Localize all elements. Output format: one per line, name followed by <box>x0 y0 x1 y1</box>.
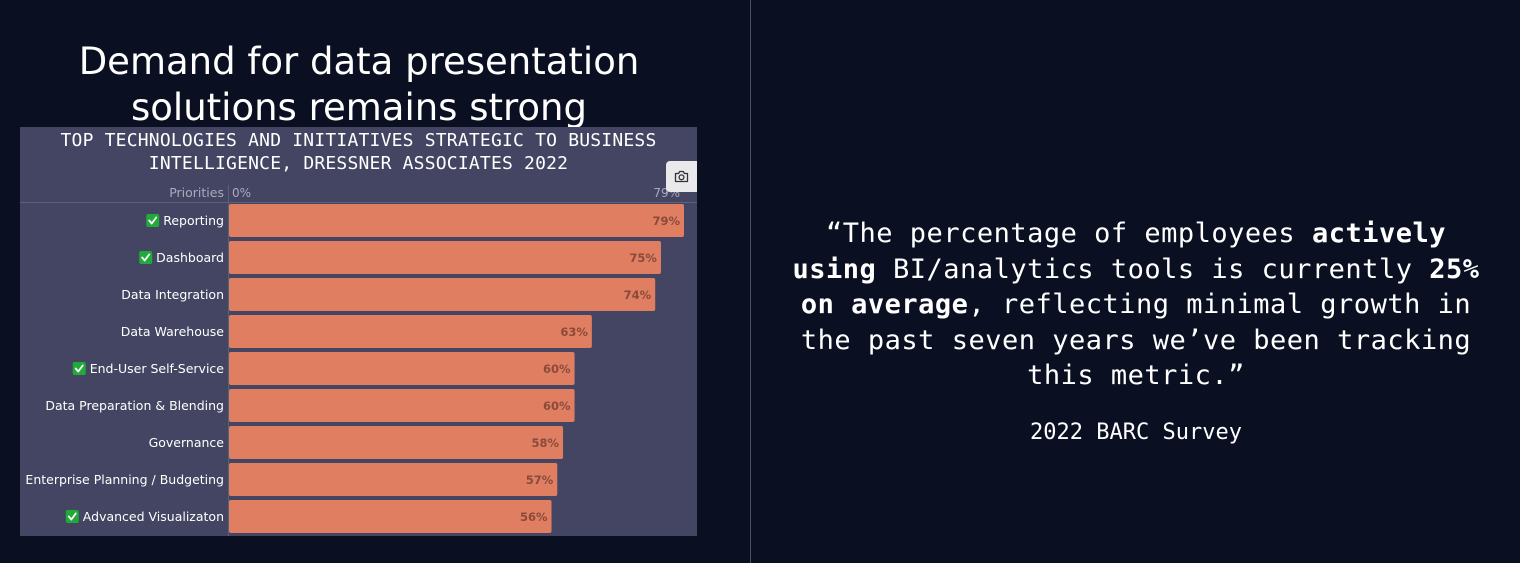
chart-title: TOP TECHNOLOGIES AND INITIATIVES STRATEG… <box>20 129 697 175</box>
category-label-1: Dashboard <box>156 250 224 265</box>
check-box-icon-8 <box>65 510 79 523</box>
check-mark-icon-1 <box>141 253 151 262</box>
chart-title-line-2: INTELLIGENCE, DRESSNER ASSOCIATES 2022 <box>148 153 569 174</box>
bar-1 <box>229 241 661 274</box>
panel-divider <box>750 0 751 563</box>
value-label-5: 60% <box>543 399 571 413</box>
check-mark-icon-4 <box>74 364 84 373</box>
category-label-3: Data Warehouse <box>121 324 225 339</box>
category-header: Priorities <box>169 185 224 200</box>
quote-bold-1: actively using <box>792 218 1446 285</box>
left-panel: Demand for data presentation solutions r… <box>0 0 750 563</box>
bar-4 <box>229 352 575 385</box>
category-label-4: End-User Self-Service <box>90 361 225 376</box>
heading-line-2: solutions remains strong <box>131 85 587 129</box>
check-box-icon-0 <box>146 214 160 227</box>
value-label-0: 79% <box>652 214 680 228</box>
value-label-8: 56% <box>520 510 548 524</box>
bar-6 <box>229 426 564 459</box>
quote-source: 2022 BARC Survey <box>1030 420 1242 445</box>
bar-3 <box>229 315 592 348</box>
check-mark-icon-8 <box>67 512 77 521</box>
bar-0 <box>229 204 684 237</box>
quote-part-1: The percentage of employees <box>842 218 1312 249</box>
check-box-icon-4 <box>72 362 86 375</box>
bar-7 <box>229 463 558 496</box>
camera-icon <box>674 170 689 183</box>
bar-8 <box>229 500 552 533</box>
chart-title-line-1: TOP TECHNOLOGIES AND INITIATIVES STRATEG… <box>60 130 657 151</box>
category-label-7: Enterprise Planning / Budgeting <box>25 472 224 487</box>
category-label-2: Data Integration <box>121 287 224 302</box>
camera-button[interactable] <box>666 161 697 192</box>
chart-container: Priorities 0% 79% 79% Reporting 75% Dashboard 7… <box>20 127 697 536</box>
value-label-6: 58% <box>532 436 560 450</box>
bar-chart: Priorities 0% 79%79%Reporting75%Dashboard7… <box>20 185 697 536</box>
category-label-6: Governance <box>149 435 225 450</box>
right-panel: “The percentage of employees actively us… <box>751 0 1520 563</box>
value-label-1: 75% <box>629 251 657 265</box>
quote-part-2: BI/analytics tools is currently <box>876 253 1430 285</box>
quote-part-3: , reflecting minimal growth in the past … <box>800 289 1472 391</box>
check-mark-icon-0 <box>148 216 158 225</box>
heading-line-1: Demand for data presentation <box>78 39 640 83</box>
slide-heading: Demand for data presentation solutions r… <box>0 39 718 131</box>
value-label-4: 60% <box>543 362 571 376</box>
category-label-0: Reporting <box>163 213 224 228</box>
check-box-icon-1 <box>139 251 153 264</box>
quote-open-mark: “ <box>826 218 843 249</box>
quote-close-mark: ” <box>1228 360 1245 391</box>
value-label-2: 74% <box>624 288 652 302</box>
quote-text: “The percentage of employees actively us… <box>781 216 1491 394</box>
bar-2 <box>229 278 656 311</box>
bar-5 <box>229 389 575 422</box>
category-label-5: Data Preparation & Blending <box>45 398 224 413</box>
quote-bold-2: 25% on average <box>800 253 1480 321</box>
category-label-8: Advanced Visualizaton <box>83 509 224 524</box>
value-label-7: 57% <box>526 473 554 487</box>
axis-min-label: 0% <box>232 186 251 200</box>
value-label-3: 63% <box>560 325 588 339</box>
